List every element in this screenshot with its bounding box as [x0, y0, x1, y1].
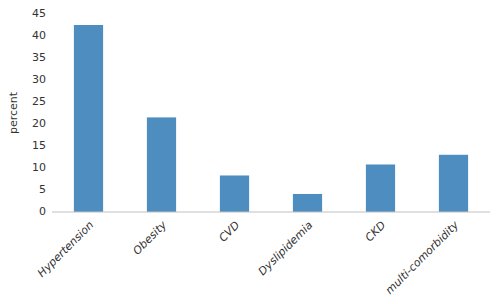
- y-tick-label: 0: [39, 205, 46, 218]
- chart: 0 5 10 15 20 25 30 35 40 45 Hypertension Obesity CVD…: [0, 0, 500, 304]
- y-tick-label: 5: [39, 183, 46, 196]
- y-tick-label: 10: [32, 161, 46, 174]
- bar: [366, 164, 395, 212]
- bars: [74, 25, 468, 212]
- bar: [147, 117, 176, 212]
- bar: [74, 25, 103, 212]
- bar: [220, 175, 249, 212]
- y-tick-label: 15: [32, 139, 46, 152]
- x-tick-label: CKD: [363, 219, 389, 245]
- x-tick-label: CVD: [216, 219, 242, 245]
- bar: [293, 194, 322, 212]
- bar: [439, 155, 468, 212]
- x-tick-label: Obesity: [130, 218, 169, 257]
- y-tick-label: 25: [32, 95, 46, 108]
- y-axis-label: percent: [7, 91, 20, 134]
- x-axis: [52, 212, 490, 213]
- y-tick-label: 35: [32, 51, 46, 64]
- x-tick-label: Dyslipidemia: [256, 218, 316, 278]
- y-tick-label: 20: [32, 117, 46, 130]
- x-tick-label: multi-comorbidity: [383, 218, 462, 297]
- y-tick-label: 45: [32, 7, 46, 20]
- y-tick-label: 40: [32, 29, 46, 42]
- y-tick-label: 30: [32, 73, 46, 86]
- x-tick-label: Hypertension: [35, 219, 96, 280]
